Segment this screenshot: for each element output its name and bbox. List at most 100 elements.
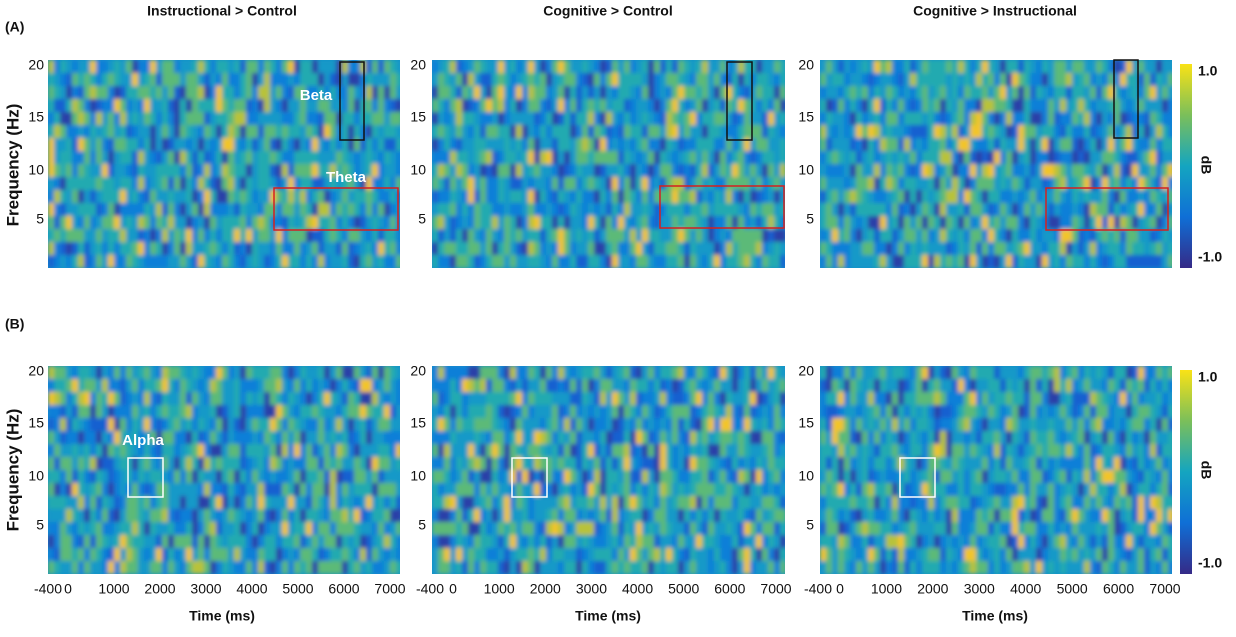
heatmap-cell (432, 151, 438, 164)
heatmap-cell (162, 418, 168, 431)
heatmap-cell (588, 457, 594, 470)
heatmap-cell (820, 190, 826, 203)
heatmap-cell (964, 112, 970, 125)
heatmap-cell (498, 561, 504, 574)
heatmap-cell (498, 379, 504, 392)
heatmap-cell (276, 548, 282, 561)
heatmap-cell (120, 177, 126, 190)
heatmap-cell (702, 431, 708, 444)
heatmap-cell (1108, 60, 1114, 73)
heatmap-cell (372, 151, 378, 164)
heatmap-cell (366, 418, 372, 431)
heatmap-cell (708, 99, 714, 112)
heatmap-cell (600, 379, 606, 392)
heatmap-cell (66, 444, 72, 457)
heatmap-cell (150, 548, 156, 561)
heatmap-cell (738, 496, 744, 509)
heatmap-cell (120, 151, 126, 164)
heatmap-cell (774, 203, 780, 216)
heatmap-cell (558, 112, 564, 125)
heatmap-cell (180, 457, 186, 470)
heatmap-cell (702, 457, 708, 470)
heatmap-cell (910, 138, 916, 151)
heatmap-cell (850, 444, 856, 457)
heatmap-cell (838, 229, 844, 242)
heatmap-cell (216, 112, 222, 125)
heatmap-cell (510, 60, 516, 73)
heatmap-cell (264, 431, 270, 444)
heatmap-cell (732, 125, 738, 138)
heatmap-cell (300, 112, 306, 125)
heatmap-cell (306, 548, 312, 561)
heatmap-cell (726, 125, 732, 138)
heatmap-cell (234, 535, 240, 548)
heatmap-cell (958, 125, 964, 138)
heatmap-cell (1036, 216, 1042, 229)
heatmap-cell (1060, 151, 1066, 164)
heatmap-cell (594, 522, 600, 535)
heatmap-cell (192, 392, 198, 405)
heatmap-cell (970, 99, 976, 112)
heatmap-cell (582, 151, 588, 164)
heatmap-cell (868, 418, 874, 431)
heatmap-cell (204, 255, 210, 268)
heatmap-cell (120, 125, 126, 138)
heatmap-cell (540, 216, 546, 229)
heatmap-cell (582, 125, 588, 138)
heatmap-cell (1120, 216, 1126, 229)
heatmap-cell (144, 470, 150, 483)
heatmap-cell (234, 548, 240, 561)
heatmap-cell (898, 496, 904, 509)
heatmap-cell (1156, 125, 1162, 138)
heatmap-cell (762, 255, 768, 268)
heatmap-cell (336, 164, 342, 177)
heatmap-cell (630, 483, 636, 496)
heatmap-cell (246, 548, 252, 561)
heatmap-cell (72, 112, 78, 125)
heatmap-cell (552, 405, 558, 418)
heatmap-cell (114, 151, 120, 164)
heatmap-cell (222, 366, 228, 379)
heatmap-cell (330, 125, 336, 138)
heatmap-cell (522, 379, 528, 392)
heatmap-cell (222, 470, 228, 483)
heatmap-cell (432, 125, 438, 138)
heatmap-cell (756, 255, 762, 268)
heatmap-cell (744, 112, 750, 125)
heatmap-cell (120, 561, 126, 574)
heatmap-cell (516, 138, 522, 151)
heatmap-cell (916, 86, 922, 99)
heatmap-cell (360, 522, 366, 535)
heatmap-cell (898, 229, 904, 242)
heatmap-cell (946, 242, 952, 255)
heatmap-cell (1048, 242, 1054, 255)
heatmap-cell (832, 457, 838, 470)
heatmap-cell (528, 177, 534, 190)
heatmap-cell (462, 60, 468, 73)
heatmap-cell (1036, 164, 1042, 177)
heatmap-cell (994, 112, 1000, 125)
heatmap-cell (612, 366, 618, 379)
heatmap-cell (498, 392, 504, 405)
heatmap-cell (1168, 190, 1172, 203)
heatmap-cell (162, 379, 168, 392)
heatmap-cell (654, 112, 660, 125)
heatmap-cell (916, 242, 922, 255)
heatmap-cell (48, 190, 54, 203)
heatmap-cell (946, 138, 952, 151)
heatmap-cell (594, 457, 600, 470)
heatmap-cell (922, 229, 928, 242)
heatmap-cell (684, 418, 690, 431)
heatmap-cell (540, 561, 546, 574)
heatmap-cell (946, 229, 952, 242)
heatmap-cell (1150, 242, 1156, 255)
heatmap-cell (844, 112, 850, 125)
heatmap-cell (970, 73, 976, 86)
heatmap-cell (138, 60, 144, 73)
heatmap-cell (952, 190, 958, 203)
heatmap-cell (750, 203, 756, 216)
heatmap-cell (768, 203, 774, 216)
heatmap-cell (696, 522, 702, 535)
heatmap-cell (988, 255, 994, 268)
heatmap-cell (366, 535, 372, 548)
